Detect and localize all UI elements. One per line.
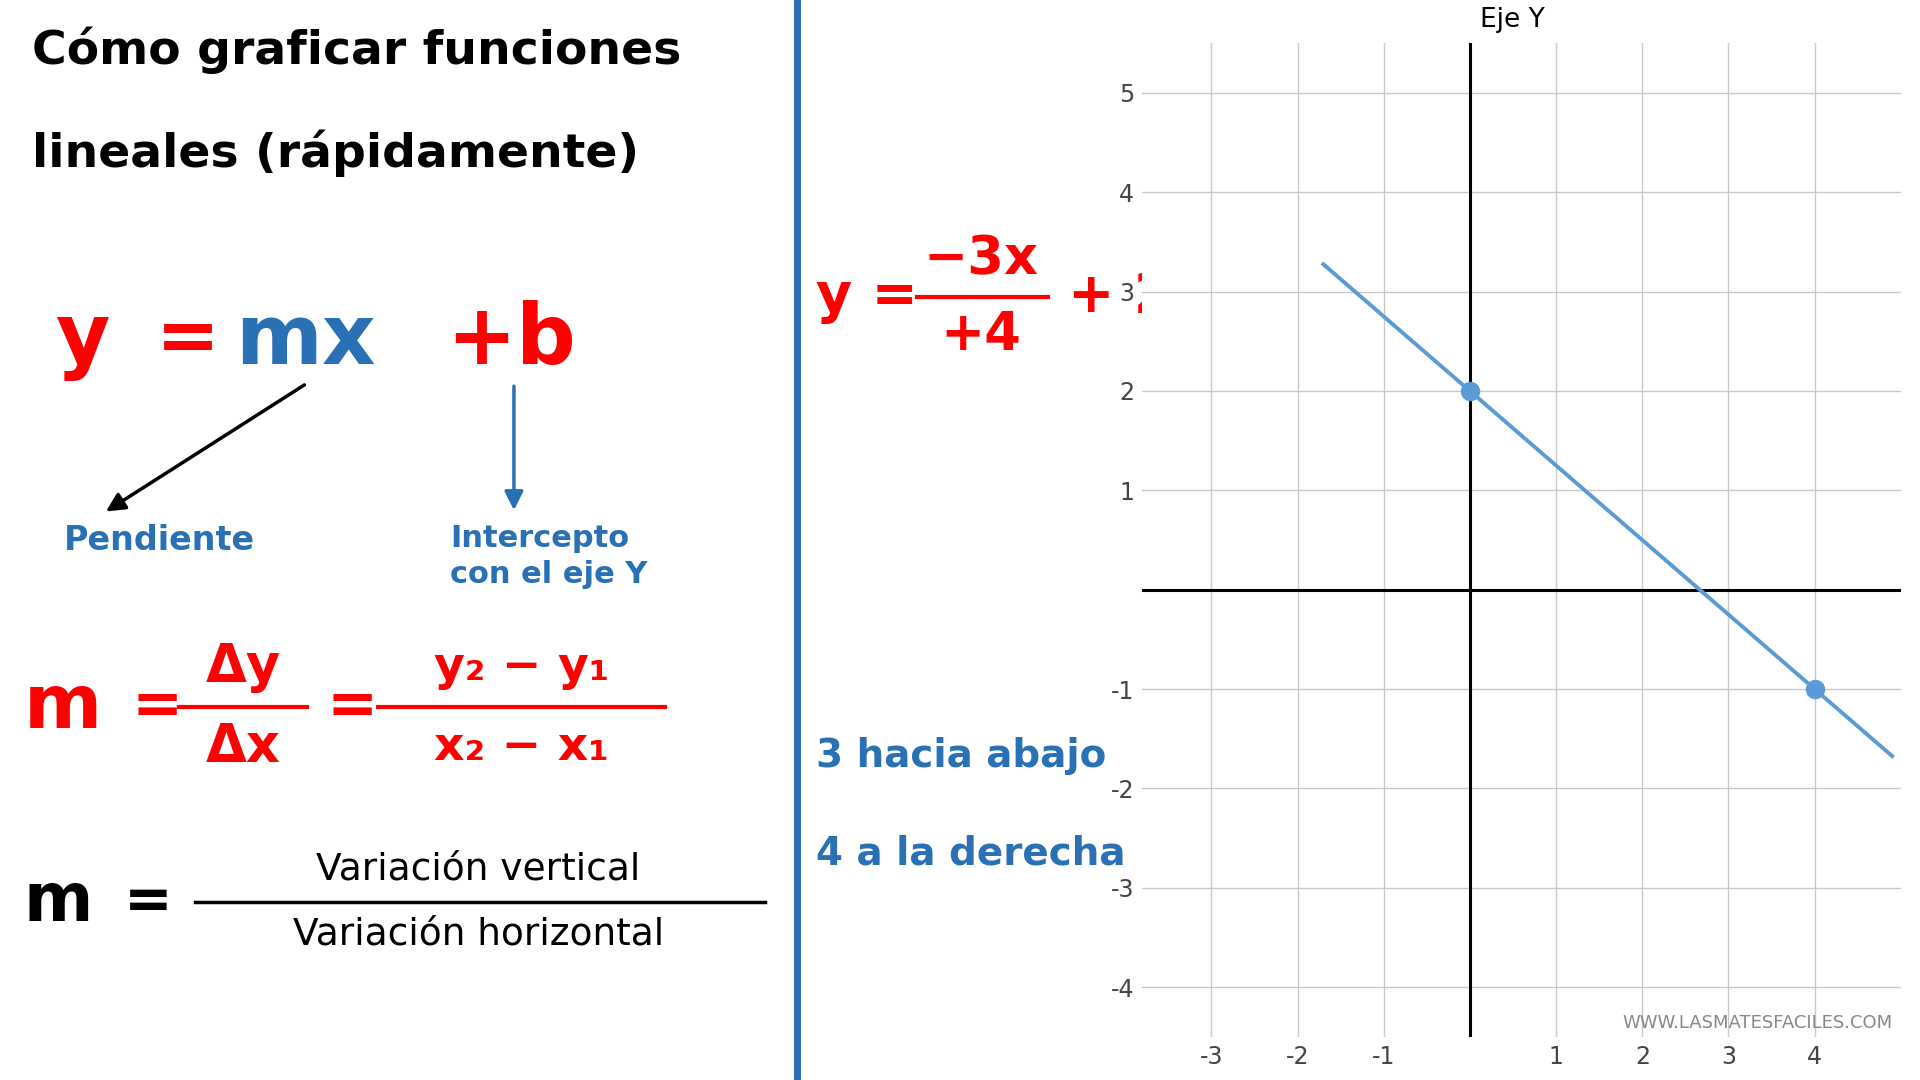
Text: x₂ − x₁: x₂ − x₁ [434, 725, 609, 770]
Text: y₂ − y₁: y₂ − y₁ [434, 645, 609, 690]
Text: lineales (rápidamente): lineales (rápidamente) [33, 130, 639, 177]
Text: Variación horizontal: Variación horizontal [292, 916, 664, 953]
Text: =: = [326, 678, 378, 737]
Text: + 2: + 2 [1068, 270, 1173, 324]
Text: Δy: Δy [205, 642, 280, 693]
Text: +b: +b [445, 299, 576, 380]
Text: Eje Y: Eje Y [1480, 8, 1546, 33]
Text: mx: mx [234, 299, 376, 380]
Text: Variación vertical: Variación vertical [317, 851, 639, 888]
Text: =: = [123, 874, 173, 930]
Text: =: = [156, 303, 219, 377]
Text: m: m [23, 671, 102, 744]
Text: Cómo graficar funciones: Cómo graficar funciones [33, 27, 682, 75]
Text: m: m [23, 868, 94, 935]
Text: Intercepto
con el eje Y: Intercepto con el eje Y [449, 524, 647, 589]
Text: 3 hacia abajo: 3 hacia abajo [816, 737, 1106, 775]
Text: −3x: −3x [924, 233, 1039, 285]
Text: Δx: Δx [205, 721, 280, 773]
Text: WWW.LASMATESFACILES.COM: WWW.LASMATESFACILES.COM [1622, 1014, 1893, 1031]
Text: y: y [56, 299, 109, 380]
Text: y =: y = [816, 270, 918, 324]
Text: Pendiente: Pendiente [63, 524, 255, 557]
Text: +4: +4 [941, 309, 1021, 361]
Text: 4 a la derecha: 4 a la derecha [816, 834, 1125, 873]
Text: =: = [131, 678, 182, 737]
